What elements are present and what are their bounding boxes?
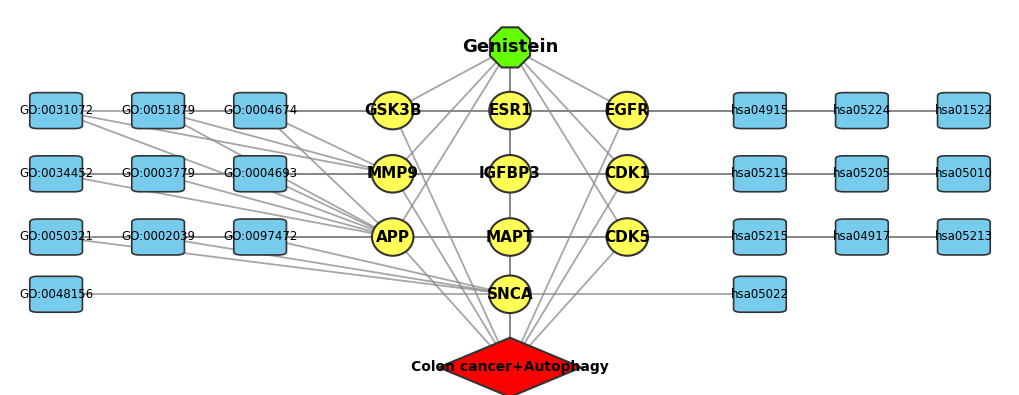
Text: APP: APP [375,229,410,245]
FancyBboxPatch shape [131,156,184,192]
Text: EGFR: EGFR [604,103,649,118]
Ellipse shape [489,276,530,313]
FancyBboxPatch shape [30,156,83,192]
FancyBboxPatch shape [936,219,989,255]
Text: SNCA: SNCA [486,287,533,302]
FancyBboxPatch shape [733,276,786,312]
Text: GO:0031072: GO:0031072 [19,104,93,117]
Ellipse shape [606,155,647,193]
Text: hsa05215: hsa05215 [731,231,788,243]
FancyBboxPatch shape [30,92,83,129]
FancyBboxPatch shape [233,92,286,129]
Text: GO:0048156: GO:0048156 [19,288,93,301]
Text: GO:0004693: GO:0004693 [223,167,297,180]
Text: CDK5: CDK5 [603,229,650,245]
Text: hsa04915: hsa04915 [731,104,788,117]
Ellipse shape [606,92,647,130]
Ellipse shape [489,155,530,193]
Text: hsa01522: hsa01522 [934,104,991,117]
FancyBboxPatch shape [30,219,83,255]
Text: GO:0051879: GO:0051879 [121,104,195,117]
Ellipse shape [489,92,530,130]
Text: hsa05213: hsa05213 [934,231,991,243]
Ellipse shape [372,155,413,193]
FancyBboxPatch shape [936,92,989,129]
FancyBboxPatch shape [733,156,786,192]
Text: GO:0034452: GO:0034452 [19,167,93,180]
Text: MAPT: MAPT [485,229,534,245]
Text: Colon cancer+Autophagy: Colon cancer+Autophagy [411,360,608,374]
Text: hsa04917: hsa04917 [832,231,891,243]
Text: CDK1: CDK1 [603,166,650,181]
FancyBboxPatch shape [733,219,786,255]
Text: hsa05010: hsa05010 [934,167,991,180]
Polygon shape [438,338,581,395]
Text: Genistein: Genistein [462,38,557,56]
FancyBboxPatch shape [835,219,888,255]
Text: hsa05219: hsa05219 [731,167,788,180]
Ellipse shape [372,92,413,130]
Ellipse shape [372,218,413,256]
Polygon shape [489,27,530,68]
Text: ESR1: ESR1 [488,103,531,118]
FancyBboxPatch shape [936,156,989,192]
Text: GO:0002039: GO:0002039 [121,231,195,243]
Text: GO:0004674: GO:0004674 [223,104,297,117]
Text: MMP9: MMP9 [367,166,418,181]
Text: GSK3B: GSK3B [364,103,421,118]
Text: hsa05022: hsa05022 [731,288,788,301]
Text: IGFBP3: IGFBP3 [479,166,540,181]
Text: hsa05224: hsa05224 [833,104,890,117]
FancyBboxPatch shape [233,219,286,255]
FancyBboxPatch shape [835,92,888,129]
Text: GO:0003779: GO:0003779 [121,167,195,180]
FancyBboxPatch shape [131,92,184,129]
Ellipse shape [606,218,647,256]
Text: hsa05205: hsa05205 [833,167,890,180]
FancyBboxPatch shape [233,156,286,192]
Text: GO:0097472: GO:0097472 [223,231,297,243]
FancyBboxPatch shape [733,92,786,129]
Text: GO:0050321: GO:0050321 [19,231,93,243]
Ellipse shape [489,218,530,256]
FancyBboxPatch shape [131,219,184,255]
FancyBboxPatch shape [835,156,888,192]
FancyBboxPatch shape [30,276,83,312]
